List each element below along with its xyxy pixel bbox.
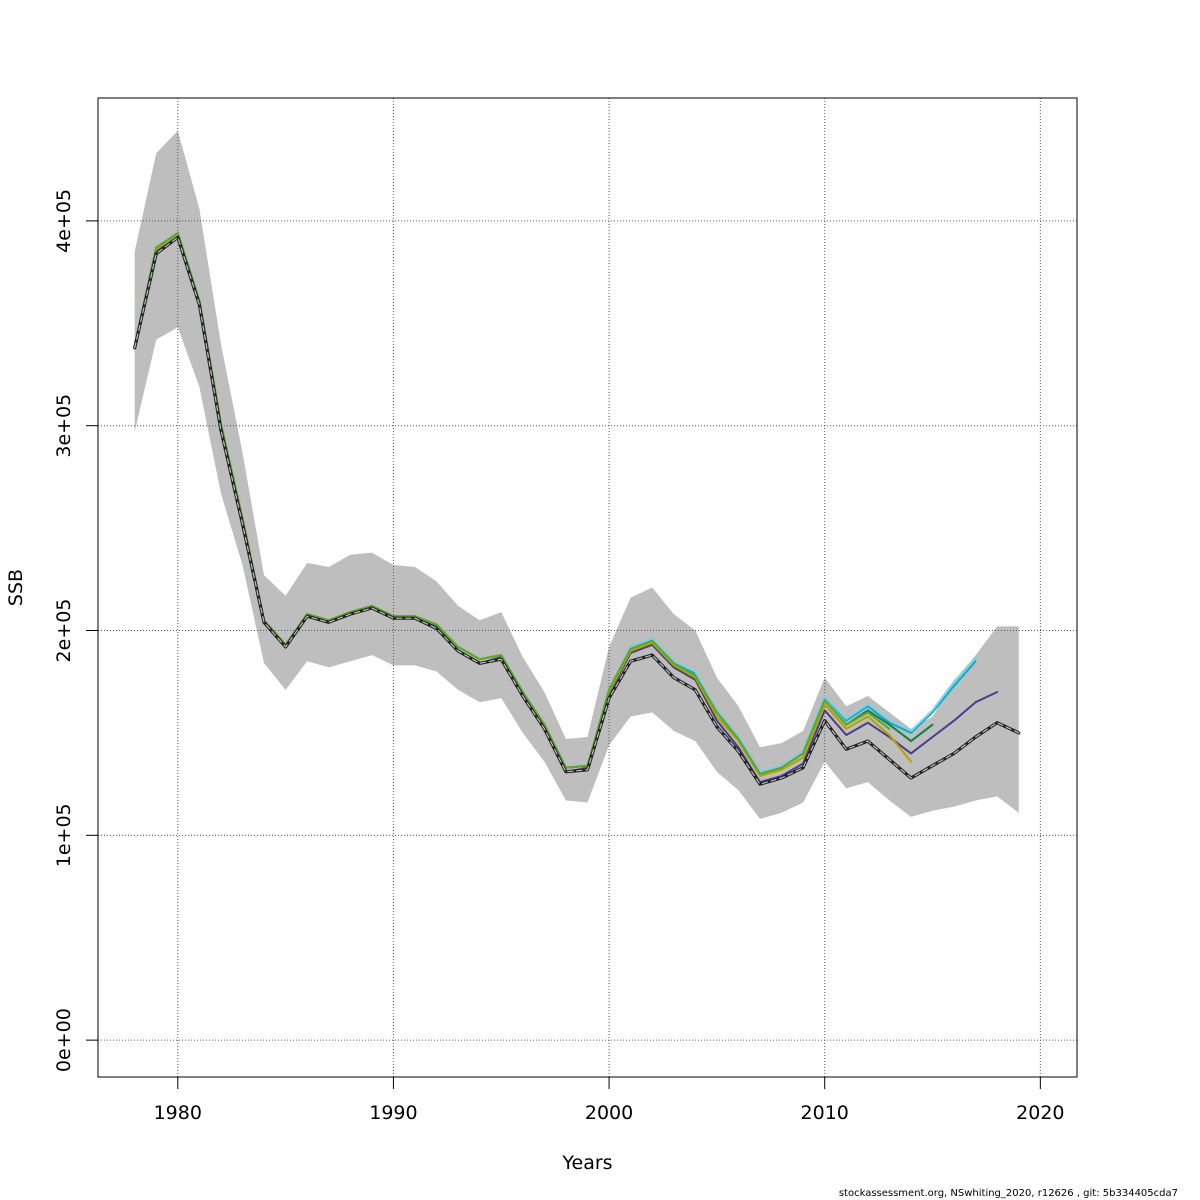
y-tick-label-3: 3e+05 bbox=[53, 394, 75, 458]
x-tick-label-3: 2010 bbox=[801, 1102, 849, 1124]
y-tick-label-1: 1e+05 bbox=[53, 803, 75, 867]
x-tick-label-0: 1980 bbox=[154, 1102, 202, 1124]
y-tick-label-4: 4e+05 bbox=[53, 189, 75, 253]
footer-source-text: stockassessment.org, NSwhiting_2020, r12… bbox=[838, 1188, 1178, 1199]
series-line-6 bbox=[133, 235, 1021, 786]
plot-frame bbox=[97, 97, 1078, 1078]
grid-layer bbox=[98, 98, 1077, 1077]
x-tick-label-4: 2020 bbox=[1016, 1102, 1064, 1124]
series-line-0 bbox=[133, 232, 977, 773]
confidence-band bbox=[134, 130, 1019, 819]
axis-layer: 1980 1990 2000 2010 2020 0e+00 1e+05 2e+05 3e+05… bbox=[53, 189, 1065, 1124]
series-line-1 bbox=[133, 234, 977, 773]
x-tick-label-1: 1990 bbox=[369, 1102, 417, 1124]
y-tick-label-2: 2e+05 bbox=[53, 599, 75, 663]
x-tick-label-2: 2000 bbox=[585, 1102, 633, 1124]
y-axis-title: SSB bbox=[5, 569, 27, 606]
x-axis-title: Years bbox=[561, 1152, 612, 1174]
series-layer bbox=[133, 232, 1021, 786]
y-tick-label-0: 0e+00 bbox=[53, 1008, 75, 1072]
confidence-band-layer bbox=[134, 130, 1019, 819]
series-line-7 bbox=[134, 236, 1020, 785]
